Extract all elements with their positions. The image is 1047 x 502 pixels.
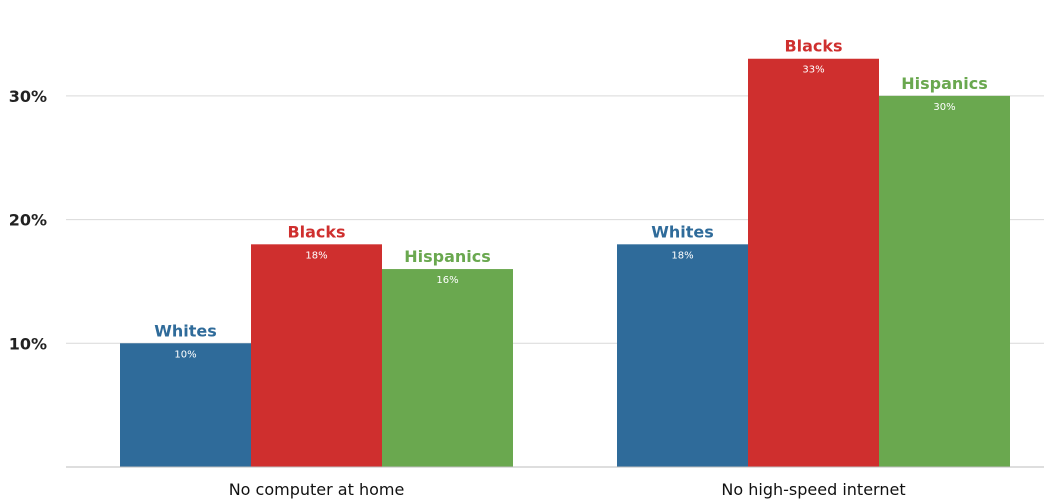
bar-hispanics-1 — [879, 95, 1010, 467]
series-label-blacks-1: Blacks — [784, 37, 842, 56]
axis-layer: 10% 20% 30% No computer at home No high-spee… — [9, 87, 1044, 499]
value-label-whites-1: 18% — [671, 250, 693, 261]
y-tick-label-30: 30% — [9, 87, 47, 106]
bar-hispanics-0 — [382, 269, 513, 467]
value-label-hispanics-1: 30% — [933, 102, 955, 113]
series-label-whites-1: Whites — [651, 222, 714, 241]
series-label-whites-0: Whites — [154, 321, 217, 340]
value-label-blacks-0: 18% — [305, 250, 327, 261]
x-category-label-1: No high-speed internet — [721, 480, 905, 499]
labels-layer: Whites 10% Blacks 18% Hispanics 16% Whites 18% B… — [154, 37, 988, 361]
value-label-whites-0: 10% — [174, 349, 196, 360]
bar-blacks-1 — [748, 58, 879, 467]
value-label-hispanics-0: 16% — [436, 275, 458, 286]
x-category-label-0: No computer at home — [229, 480, 405, 499]
series-label-hispanics-1: Hispanics — [901, 74, 988, 93]
y-tick-label-10: 10% — [9, 334, 47, 353]
value-label-blacks-1: 33% — [802, 65, 824, 76]
bar-whites-0 — [120, 343, 251, 467]
series-label-blacks-0: Blacks — [287, 222, 345, 241]
y-tick-label-20: 20% — [9, 211, 47, 230]
bar-blacks-0 — [251, 244, 382, 467]
bars-layer — [120, 58, 1010, 467]
series-label-hispanics-0: Hispanics — [404, 247, 491, 266]
bar-whites-1 — [617, 244, 748, 467]
